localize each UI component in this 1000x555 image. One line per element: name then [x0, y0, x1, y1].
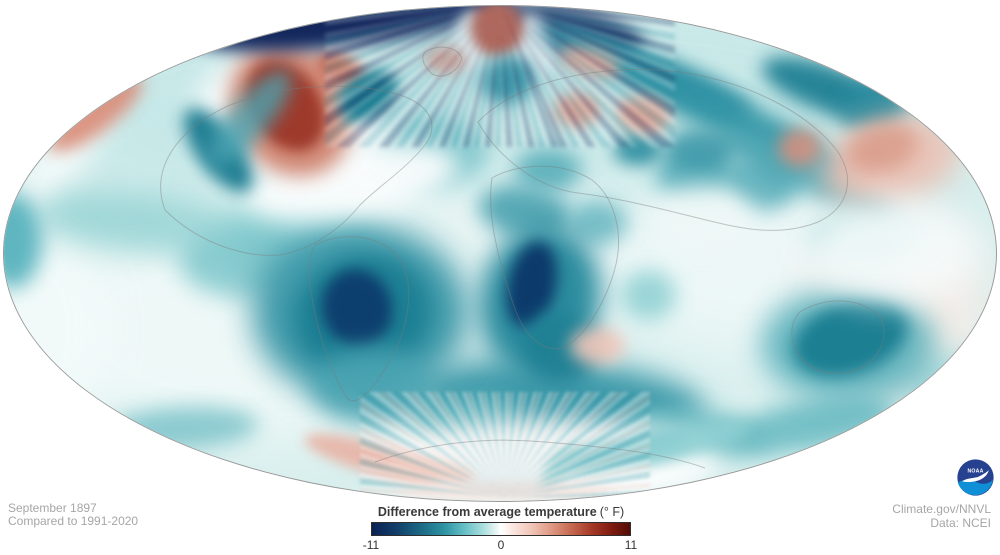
noaa-logo: NOAA: [957, 459, 994, 496]
map-anomaly-blob: [569, 327, 625, 365]
map-anomaly-blob: [620, 270, 676, 320]
map-anomaly-blob: [649, 185, 755, 251]
credits: Climate.gov/NNVL Data: NCEI: [892, 502, 991, 530]
coastlines-overlay: [160, 46, 885, 469]
noaa-logo-sea: [957, 479, 993, 496]
credit-data: Data: NCEI: [930, 515, 991, 530]
map-anomaly-blob: [614, 135, 662, 165]
colorbar-unit-label: (° F): [599, 505, 625, 519]
map-anomaly-blob: [514, 148, 582, 192]
coastline-greenland: [422, 46, 463, 77]
coastline-antarctica: [374, 439, 706, 469]
coastline-north-america: [160, 85, 433, 256]
colorbar-title: Difference from average temperature (° F): [201, 505, 801, 519]
colorbar-tick-min: -11: [362, 538, 380, 552]
world-map: [3, 5, 997, 502]
map-anomaly-blob: [425, 46, 467, 74]
colorbar-ticks: -11 0 11: [363, 538, 637, 552]
colorbar-gradient: [371, 522, 631, 536]
baseline-line: Compared to 1991-2020: [8, 514, 139, 528]
map-anomaly-blob: [471, 6, 523, 56]
map-anomaly-blob: [778, 129, 822, 167]
anomaly-blob-layer: [4, 6, 996, 501]
map-anomaly-blob: [554, 93, 600, 127]
noaa-logo-bird-icon: [962, 470, 989, 482]
coastline-south-america: [308, 236, 410, 401]
map-anomaly-blob: [805, 202, 981, 302]
map-anomaly-blob: [665, 127, 735, 173]
colorbar: Difference from average temperature (° F)…: [363, 505, 637, 552]
map-anomaly-blob: [395, 483, 615, 499]
coastline-eurasia: [477, 69, 848, 231]
date-caption: September 1897 Compared to 1991-2020: [8, 502, 138, 528]
noaa-logo-text: NOAA: [968, 468, 984, 474]
colorbar-tick-zero: 0: [497, 538, 505, 552]
map-anomaly-blob: [310, 347, 436, 423]
credit-source: Climate.gov/NNVL: [892, 502, 991, 516]
colorbar-tick-max: 11: [624, 538, 638, 552]
coastline-africa: [490, 165, 619, 350]
colorbar-title-text: Difference from average temperature: [377, 505, 597, 519]
coastline-australia: [791, 300, 885, 374]
date-line: September 1897: [8, 501, 97, 515]
